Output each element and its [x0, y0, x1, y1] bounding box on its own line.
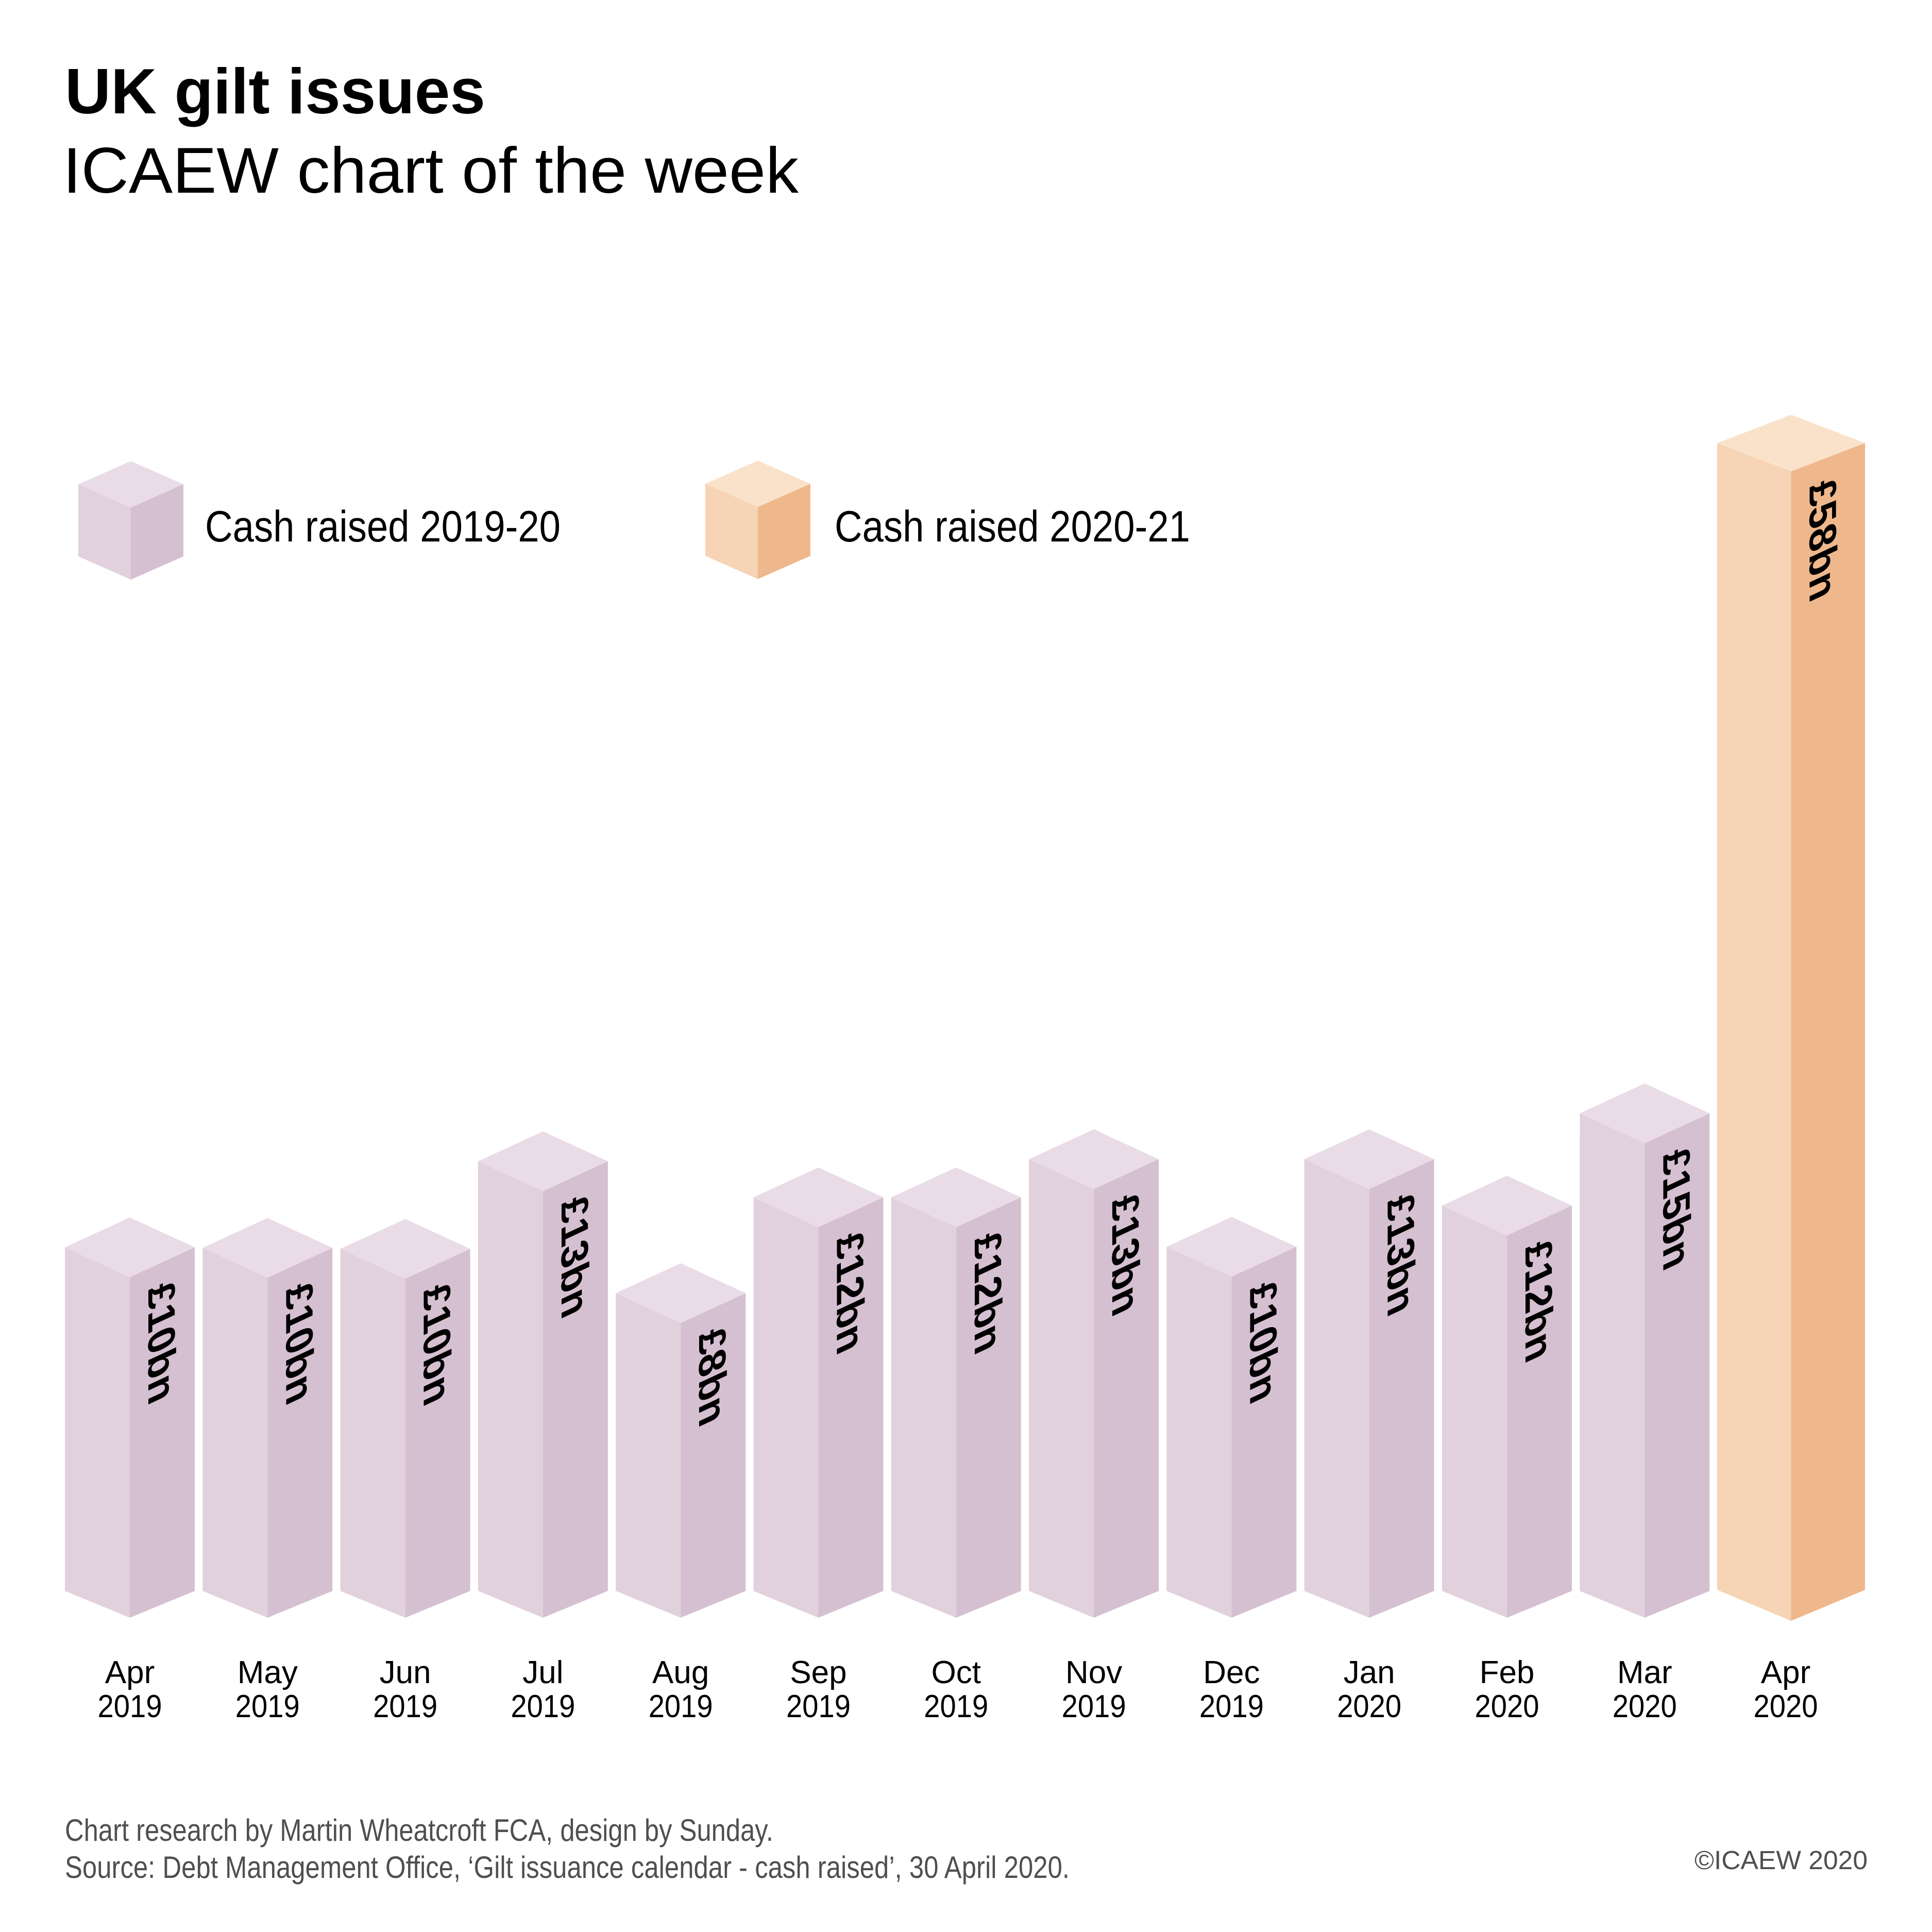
- svg-text:Oct: Oct: [931, 1655, 981, 1690]
- svg-text:£13bn: £13bn: [553, 1188, 596, 1325]
- svg-text:£13bn: £13bn: [1104, 1185, 1146, 1323]
- svg-text:£12bn: £12bn: [1517, 1232, 1560, 1369]
- svg-text:Source: Debt Management Office: Source: Debt Management Office, ‘Gilt is…: [65, 1850, 1070, 1885]
- svg-text:2020: 2020: [1337, 1689, 1401, 1724]
- svg-text:UK gilt issues: UK gilt issues: [65, 56, 485, 127]
- svg-text:Jun: Jun: [380, 1655, 431, 1690]
- svg-text:Apr: Apr: [1761, 1655, 1810, 1690]
- svg-text:Nov: Nov: [1065, 1655, 1122, 1690]
- svg-text:2019: 2019: [786, 1689, 851, 1724]
- svg-text:£58bn: £58bn: [1801, 471, 1843, 608]
- svg-text:Sep: Sep: [790, 1655, 846, 1690]
- svg-text:©ICAEW 2020: ©ICAEW 2020: [1694, 1845, 1868, 1875]
- svg-text:2019: 2019: [1199, 1689, 1264, 1724]
- svg-text:2019: 2019: [1062, 1689, 1126, 1724]
- svg-text:£10bn: £10bn: [415, 1275, 457, 1412]
- svg-text:Cash raised 2020-21: Cash raised 2020-21: [835, 502, 1190, 551]
- svg-text:£8bn: £8bn: [691, 1319, 733, 1433]
- svg-text:£10bn: £10bn: [140, 1274, 182, 1411]
- svg-text:2019: 2019: [649, 1689, 713, 1724]
- svg-text:Jan: Jan: [1344, 1655, 1395, 1690]
- svg-text:2020: 2020: [1475, 1689, 1539, 1724]
- svg-text:£10bn: £10bn: [1242, 1273, 1284, 1410]
- svg-text:ICAEW chart of the week: ICAEW chart of the week: [63, 135, 799, 207]
- svg-text:Dec: Dec: [1203, 1655, 1260, 1690]
- svg-text:Jul: Jul: [522, 1655, 563, 1690]
- svg-text:Chart research by Martin Wheat: Chart research by Martin Wheatcroft FCA,…: [65, 1813, 773, 1848]
- svg-text:£12bn: £12bn: [828, 1224, 871, 1361]
- svg-text:Apr: Apr: [105, 1655, 155, 1690]
- svg-text:£12bn: £12bn: [966, 1224, 1008, 1361]
- svg-text:Feb: Feb: [1480, 1655, 1535, 1690]
- svg-text:2019: 2019: [235, 1689, 300, 1724]
- svg-text:2019: 2019: [98, 1689, 162, 1724]
- svg-text:2020: 2020: [1613, 1689, 1677, 1724]
- svg-text:£10bn: £10bn: [278, 1274, 320, 1411]
- svg-text:Cash raised 2019-20: Cash raised 2019-20: [205, 502, 561, 551]
- svg-text:2019: 2019: [511, 1689, 575, 1724]
- svg-text:2019: 2019: [924, 1689, 988, 1724]
- svg-text:2020: 2020: [1754, 1689, 1818, 1724]
- svg-text:£15bn: £15bn: [1655, 1140, 1697, 1277]
- svg-text:May: May: [238, 1655, 298, 1690]
- svg-text:2019: 2019: [373, 1689, 437, 1724]
- svg-text:Aug: Aug: [652, 1655, 709, 1690]
- svg-text:£13bn: £13bn: [1379, 1185, 1421, 1323]
- svg-text:Mar: Mar: [1617, 1655, 1672, 1690]
